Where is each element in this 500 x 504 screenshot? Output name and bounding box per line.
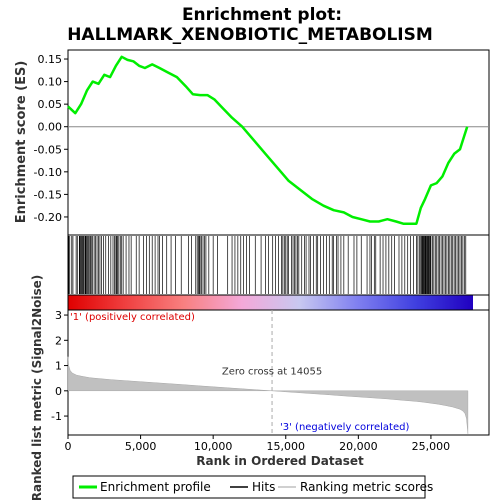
chart-title-line2: HALLMARK_XENOBIOTIC_METABOLISM — [67, 25, 433, 45]
rank-y-tick-label: 1 — [55, 360, 62, 373]
ranking-metric-area — [67, 356, 469, 434]
x-tick-label: 5,000 — [125, 440, 157, 453]
x-tick-label: 15,000 — [267, 440, 306, 453]
rank-y-tick-label: 0 — [55, 385, 62, 398]
hits-panel — [67, 234, 490, 296]
x-tick-label: 25,000 — [412, 440, 451, 453]
es-y-tick-label: -0.20 — [34, 211, 62, 224]
x-axis-ticks: 0 5,000 10,000 15,000 20,000 25,000 — [65, 435, 451, 453]
es-y-tick-label: -0.15 — [34, 188, 62, 201]
rank-y-tick-label: 3 — [55, 309, 62, 322]
es-panel-frame — [67, 49, 490, 236]
legend-label-enrichment-profile: Enrichment profile — [100, 480, 211, 494]
rank-panel-frame — [67, 309, 490, 436]
es-y-tick-label: 0.00 — [38, 121, 63, 134]
legend-label-hits: Hits — [252, 480, 275, 494]
hit-lines — [68, 236, 467, 294]
es-y-tick-label: 0.05 — [38, 98, 63, 111]
es-y-tick-label: -0.10 — [34, 166, 62, 179]
x-tick-label: 0 — [65, 440, 72, 453]
es-y-tick-label: -0.05 — [34, 143, 62, 156]
positive-correlation-label: '1' (positively correlated) — [70, 312, 195, 323]
rank-y-axis-label: Ranked list metric (Signal2Noise) — [30, 275, 44, 500]
zero-cross-label: Zero cross at 14055 — [222, 366, 322, 377]
es-y-axis-label: Enrichment score (ES) — [14, 61, 29, 224]
rank-color-bar — [68, 295, 473, 310]
rank-y-ticks: 3 2 1 0 -1 — [51, 309, 68, 423]
legend-label-ranking-metric: Ranking metric scores — [300, 480, 433, 494]
legend-frame — [72, 475, 426, 499]
es-panel: 0.15 0.10 0.05 0.00 -0.05 -0.10 -0.15 -0.20 Enr… — [14, 49, 490, 236]
negative-correlation-label: '3' (negatively correlated) — [280, 422, 409, 433]
chart-legend: Enrichment profile Hits Ranking metric s… — [72, 475, 433, 499]
rank-y-tick-label: -1 — [51, 410, 62, 423]
es-y-ticks: 0.15 0.10 0.05 0.00 -0.05 -0.10 -0.15 -0.20 — [34, 53, 68, 224]
rank-metric-panel: 3 2 1 0 -1 Zero cross at 14055 '1' (positive… — [30, 275, 490, 501]
es-y-tick-label: 0.15 — [38, 53, 63, 66]
x-tick-label: 10,000 — [194, 440, 233, 453]
rank-y-tick-label: 2 — [55, 334, 62, 347]
es-y-tick-label: 0.10 — [38, 76, 63, 89]
x-tick-label: 20,000 — [339, 440, 378, 453]
chart-title-line1: Enrichment plot: — [182, 5, 342, 25]
enrichment-profile-line — [67, 55, 469, 225]
x-axis-label: Rank in Ordered Dataset — [196, 454, 364, 468]
